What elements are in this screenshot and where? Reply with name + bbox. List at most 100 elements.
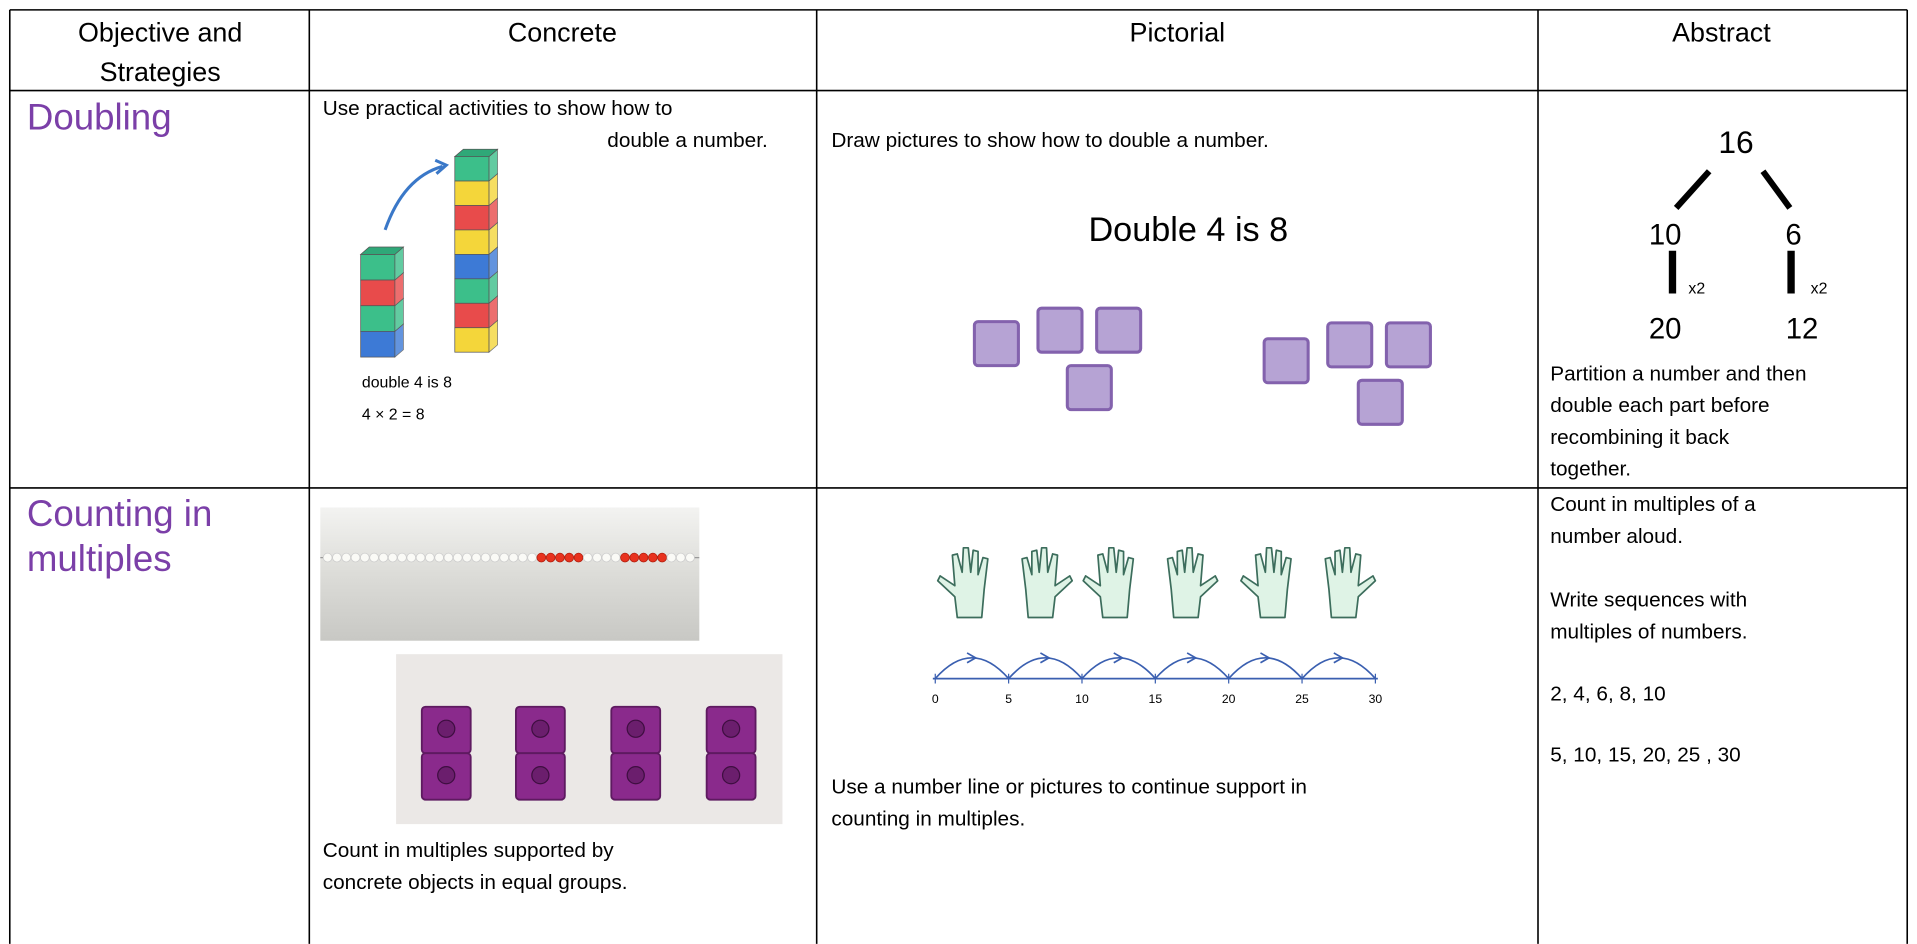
jump-arrow (1260, 652, 1271, 664)
hand-outline (936, 546, 989, 619)
jump-arc (1228, 656, 1303, 680)
cube-stud (721, 766, 741, 785)
cell-text: Use practical activities to show how to (323, 97, 673, 120)
bead (675, 552, 686, 563)
hand (1082, 546, 1135, 619)
cube (454, 302, 490, 329)
tick-label: 10 (1075, 692, 1089, 706)
cube-side (488, 319, 498, 353)
bead (592, 552, 602, 563)
jump-arrow (1039, 652, 1051, 664)
cube (360, 279, 396, 307)
tick-label: 0 (932, 692, 939, 706)
bead (322, 552, 333, 563)
cell-text: recombining it back (1550, 426, 1730, 449)
bead (378, 552, 389, 563)
cube (360, 305, 396, 332)
cube-stud (437, 766, 456, 785)
cell-text: 5, 10, 15, 20, 25 , 30 (1550, 744, 1741, 767)
hand-outline (1082, 546, 1135, 619)
cell-text: Use a number line or pictures to continu… (831, 776, 1307, 799)
header-cell: Strategies (100, 57, 221, 87)
bead (341, 552, 352, 563)
cube-stud (626, 766, 645, 785)
cube (454, 278, 490, 304)
cube (454, 180, 490, 206)
tree-node: 10 (1649, 219, 1682, 252)
bead (629, 552, 640, 563)
bead (610, 552, 621, 563)
bead (666, 552, 677, 563)
tree-node: 6 (1785, 219, 1801, 252)
arrow-head (434, 158, 450, 175)
bead (452, 552, 463, 563)
objective: Doubling (27, 97, 172, 138)
bead (564, 552, 574, 563)
bead (518, 552, 528, 563)
bead (369, 552, 379, 563)
tick-label: 20 (1222, 692, 1236, 706)
bead (480, 552, 491, 563)
header-cell: Pictorial (1130, 18, 1226, 48)
cell-text: double a number. (607, 129, 767, 152)
cube (454, 156, 490, 182)
operator: x2 (1811, 281, 1828, 298)
bead (573, 552, 584, 563)
header-cell: Objective and (78, 18, 242, 48)
bead (350, 552, 361, 563)
bead (536, 552, 547, 563)
tree-branches (1668, 169, 1795, 294)
bead-string (320, 552, 700, 563)
bead (397, 552, 407, 563)
jump-arrow (966, 652, 978, 664)
cube-stud (531, 719, 550, 738)
cube-top (359, 246, 405, 255)
cube (454, 229, 490, 255)
jump-arc (1007, 656, 1083, 680)
hand (1324, 546, 1377, 619)
hand-outline (1240, 546, 1292, 619)
cube-stud (437, 719, 456, 738)
hand-outline (1021, 546, 1074, 619)
jump-arc (1154, 656, 1230, 680)
cube (360, 331, 396, 358)
bead-photo (320, 507, 700, 641)
cube (454, 327, 490, 353)
bead (360, 552, 370, 563)
bead (443, 552, 454, 563)
bead (648, 552, 658, 563)
cell-text: Write sequences with (1550, 588, 1747, 611)
table-grid (8, 9, 1909, 944)
bead (434, 552, 444, 563)
bead (415, 552, 426, 563)
cube (454, 205, 490, 231)
bead (685, 552, 695, 563)
hand (1021, 546, 1074, 619)
objective: multiples (27, 538, 172, 579)
cell-text: Partition a number and then (1550, 362, 1806, 385)
bead (406, 552, 417, 563)
cube-stud (721, 719, 741, 738)
jump-arc (1081, 656, 1156, 680)
bead (545, 552, 556, 563)
purple-cubes (420, 705, 757, 801)
bead (638, 552, 649, 563)
bead (508, 552, 519, 563)
hands (936, 546, 1377, 619)
cell-text: Count in multiples of a (1550, 493, 1756, 516)
tree-node: 12 (1786, 313, 1819, 346)
cube-stud (626, 719, 645, 738)
jump-arrow (1333, 652, 1345, 664)
cell-text: double each part before (1550, 394, 1769, 417)
purple-squares (972, 306, 1432, 426)
image-label: double 4 is 8 (362, 375, 452, 392)
cube-stud (531, 766, 550, 785)
cell-text: number aloud. (1550, 525, 1683, 548)
cell-text: together. (1550, 458, 1631, 481)
objective: Counting in (27, 493, 212, 534)
bead (332, 552, 342, 563)
bead (499, 552, 509, 563)
bead (471, 552, 482, 563)
bead (620, 552, 630, 563)
